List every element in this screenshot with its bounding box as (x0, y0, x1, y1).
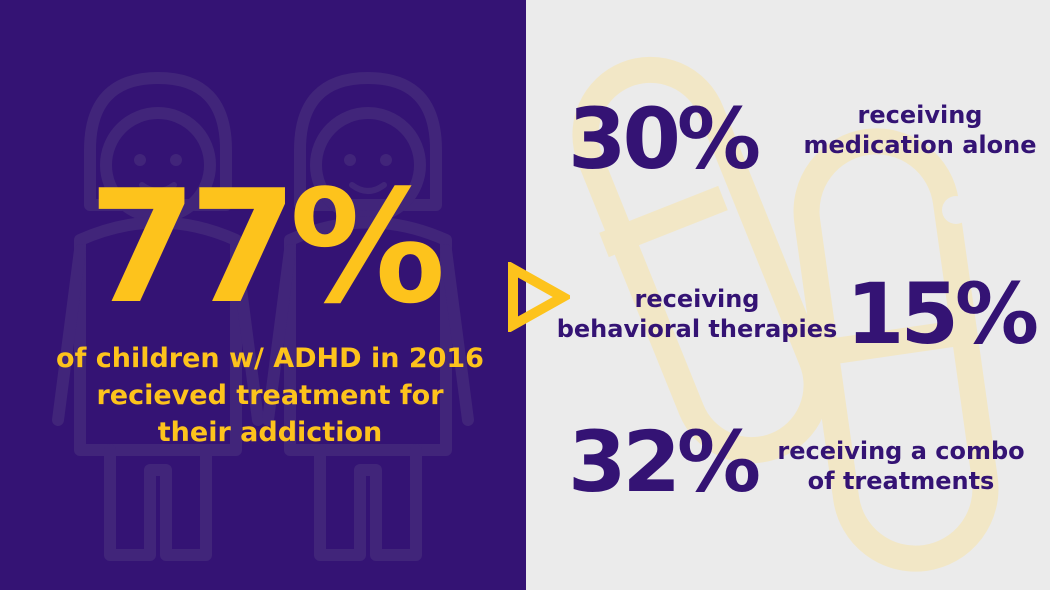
stat-label-line: receiving a combo (777, 437, 1025, 465)
children-icon (52, 72, 474, 561)
right-panel: 30% receiving medication alone receiving… (526, 0, 1050, 590)
stat-value-combo: 32% (568, 413, 761, 511)
left-panel: 77% of children w/ ADHD in 2016 recieved… (0, 0, 526, 590)
stat-label-medication: receiving medication alone (802, 100, 1038, 160)
stat-value-medication: 30% (568, 90, 761, 188)
caption-line: their addiction (157, 417, 383, 448)
stat-label-line: behavioral therapies (556, 315, 838, 343)
stat-label-line: medication alone (803, 131, 1037, 159)
caption-line: of children w/ ADHD in 2016 (56, 343, 484, 374)
headline-percentage: 77% (88, 156, 445, 338)
stat-label-line: receiving (634, 285, 760, 313)
stat-label-behavioral: receiving behavioral therapies (554, 284, 840, 344)
stat-label-line: of treatments (807, 467, 995, 495)
headline-caption: of children w/ ADHD in 2016 recieved tre… (20, 340, 520, 451)
caption-line: recieved treatment for (96, 380, 444, 411)
pill-capsule-icon (572, 56, 999, 572)
stat-label-combo: receiving a combo of treatments (756, 436, 1046, 496)
stat-label-line: receiving (857, 101, 983, 129)
triangle-arrow-icon (508, 262, 570, 332)
stat-value-behavioral: 15% (846, 265, 1039, 363)
